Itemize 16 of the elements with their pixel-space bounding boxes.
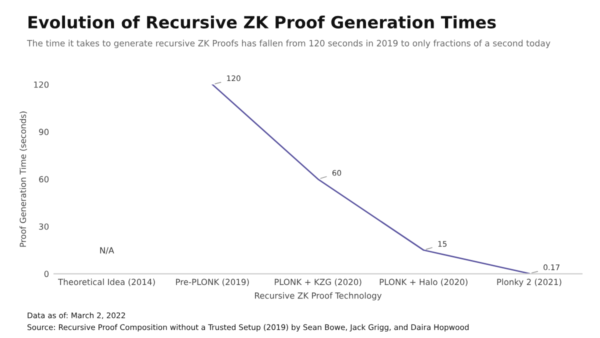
x-tick-label: Pre-PLONK (2019): [176, 278, 249, 286]
y-tick-label: 60: [39, 176, 49, 182]
text: N/A: [100, 247, 114, 254]
line-series: [212, 84, 530, 274]
y-tick-label: 120: [34, 81, 49, 88]
y-tick-label: 30: [39, 223, 49, 230]
y-tick-label: 0: [44, 270, 49, 278]
x-tick-label: Theoretical Idea (2014): [58, 278, 155, 286]
x-tick-label: Plonky 2 (2021): [497, 278, 562, 287]
chart-subtitle: The time it takes to generate recursive ZK Proofs has fallen from 120 seconds in 2019 to only fractions of a second today: [26, 40, 550, 48]
x-tick-label: PLONK + Halo (2020): [380, 278, 468, 286]
x-axis-title: Recursive ZK Proof Technology: [255, 292, 382, 300]
chart-title: Evolution of Recursive ZK Proof Generation Times: [28, 16, 496, 28]
x-tick-label: PLONK + KZG (2020): [274, 278, 362, 286]
y-axis-title: Proof Generation Time (seconds): [20, 112, 28, 247]
y-tick-label: 90: [39, 128, 49, 136]
